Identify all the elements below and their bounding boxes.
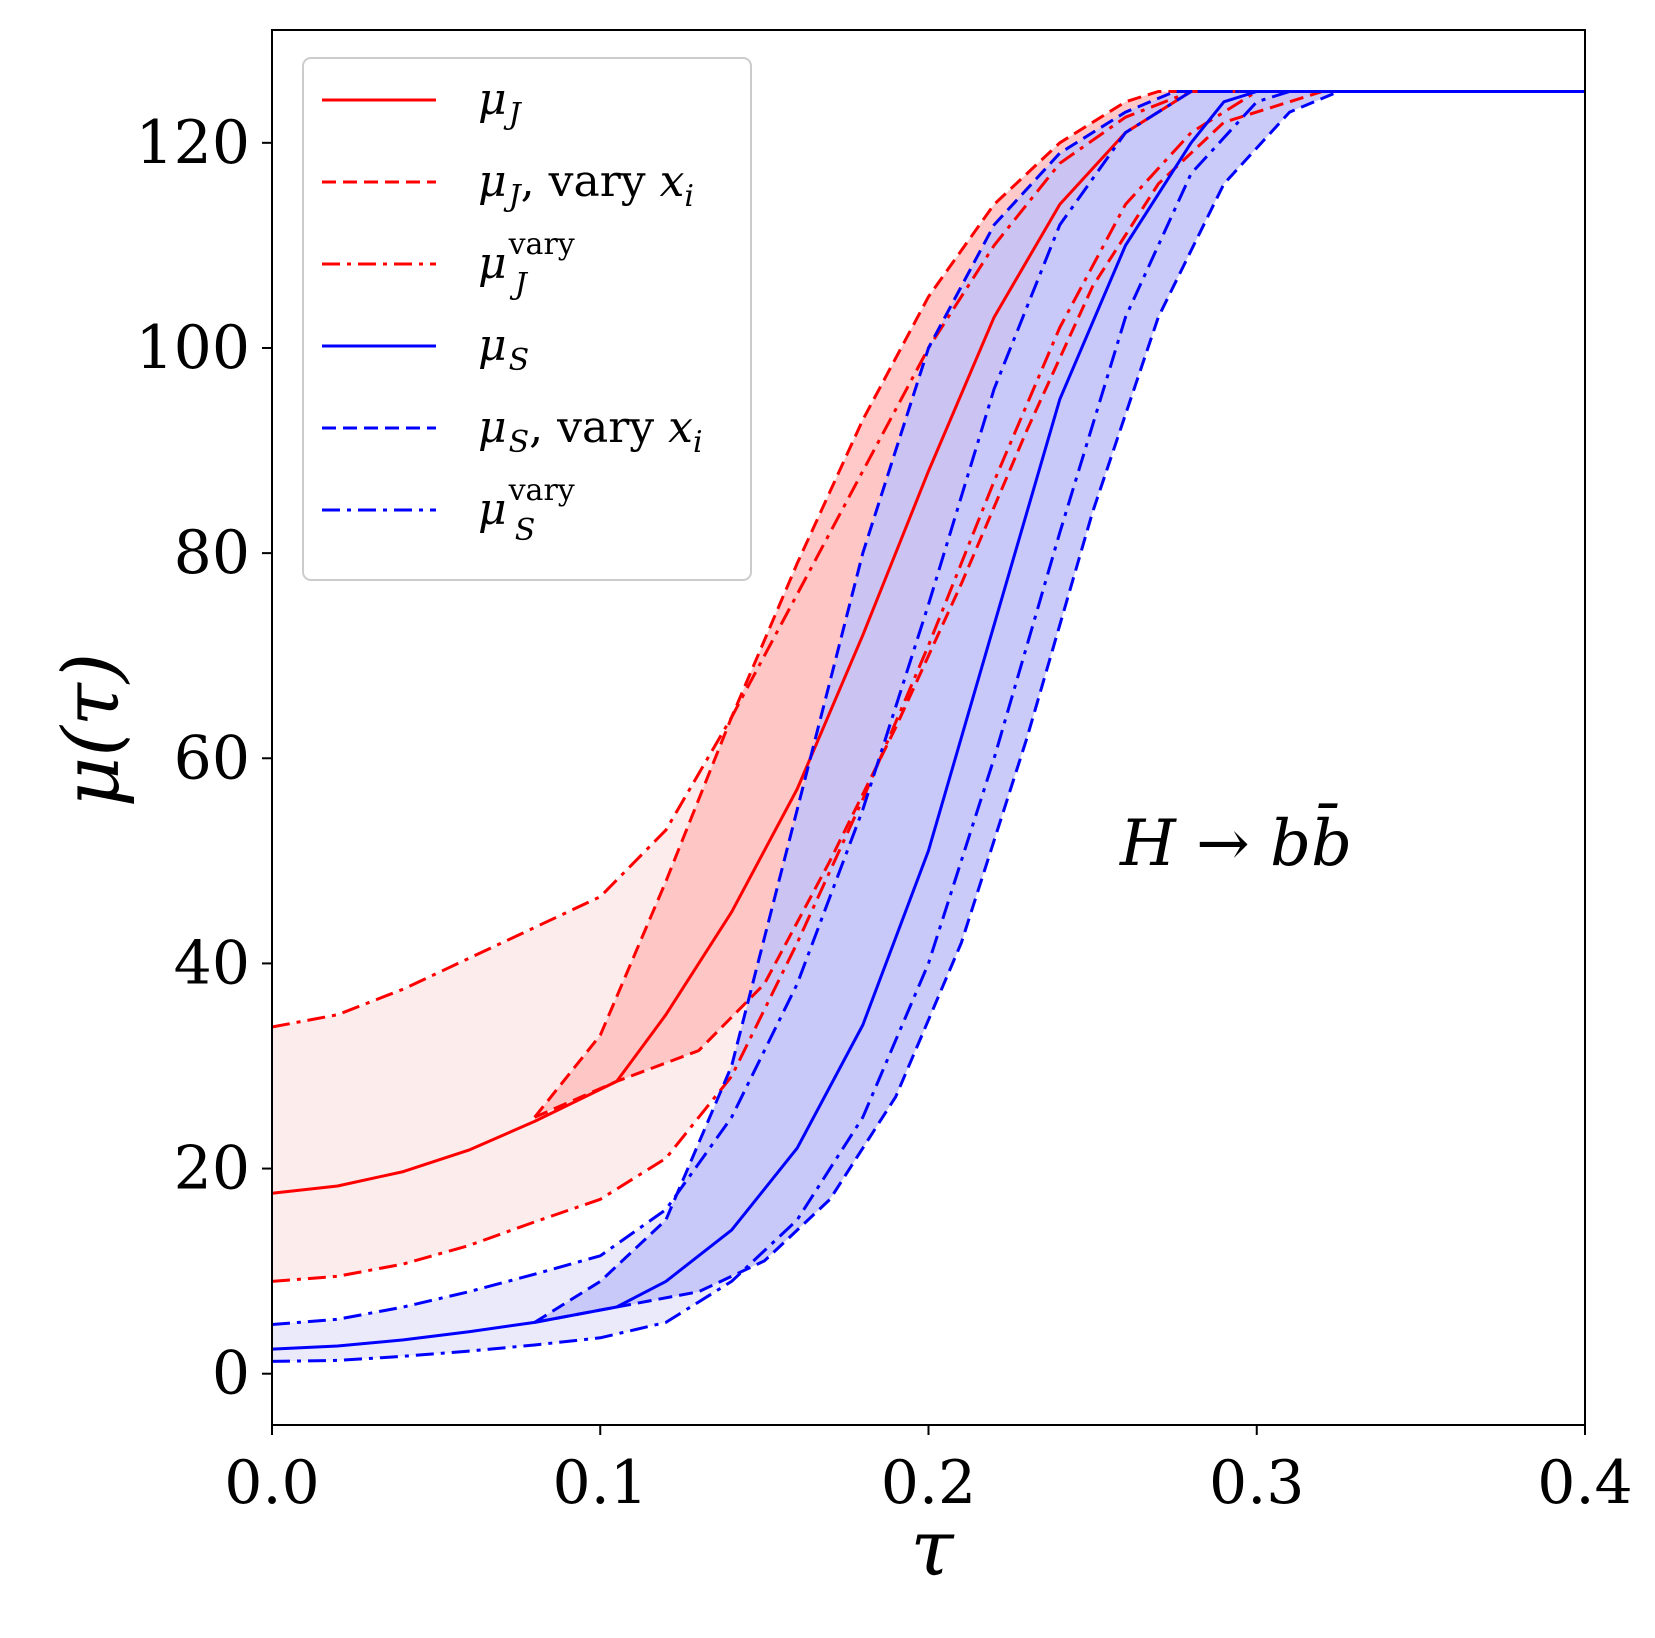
series-line-6: [533, 90, 1585, 1324]
x-tick-label: 0.4: [1537, 1448, 1632, 1518]
legend-label-1: μJ, vary xi: [478, 156, 694, 214]
series-line-8: [271, 90, 1585, 1326]
y-tick-label: 60: [174, 723, 250, 793]
y-tick-label: 120: [135, 108, 250, 178]
series-line-0: [271, 90, 1585, 1195]
y-axis-label: μ(τ): [47, 653, 137, 808]
x-axis-label: τ: [910, 1504, 955, 1594]
y-tick-label: 100: [135, 313, 250, 383]
series-line-1: [533, 90, 1585, 1119]
series-line-3: [271, 90, 1585, 1029]
x-tick-label: 0.0: [224, 1448, 319, 1518]
x-tick-label: 0.3: [1209, 1448, 1304, 1518]
series-line-9: [271, 90, 1585, 1363]
series-line-7: [534, 90, 1585, 1324]
annotation-h-to-bb: H → bb̄: [1119, 803, 1352, 881]
series-layer: [271, 90, 1585, 1363]
legend-label-5: μvary S: [478, 473, 575, 548]
y-tick-label: 80: [174, 518, 250, 588]
legend-label-4: μS, vary xi: [478, 402, 703, 460]
legend-label-3: μS: [478, 320, 529, 378]
y-tick-label: 0: [212, 1339, 250, 1409]
series-line-5: [271, 90, 1585, 1351]
x-tick-label: 0.2: [881, 1448, 976, 1518]
band-3: [534, 91, 1585, 1323]
series-line-2: [533, 90, 1585, 1119]
x-tick-label: 0.1: [553, 1448, 648, 1518]
series-line-4: [271, 90, 1585, 1283]
y-axis: 0 20 40 60 80 100 120: [135, 108, 272, 1409]
y-tick-label: 40: [174, 928, 250, 998]
band-layer: [272, 91, 1585, 1362]
legend-box: [302, 57, 752, 581]
x-axis: 0.0 0.1 0.2 0.3 0.4: [224, 1425, 1633, 1518]
band-0: [272, 91, 1585, 1282]
y-tick-label: 20: [174, 1134, 250, 1204]
